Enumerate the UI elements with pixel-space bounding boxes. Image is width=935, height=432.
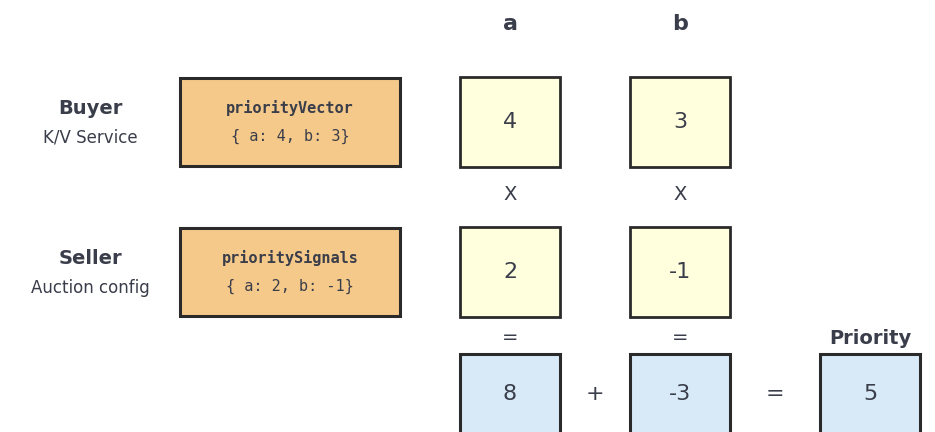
Text: K/V Service: K/V Service (43, 129, 137, 147)
Text: 4: 4 (503, 112, 517, 132)
Text: { a: 2, b: -1}: { a: 2, b: -1} (226, 278, 353, 294)
Text: =: = (502, 328, 518, 347)
Bar (180, 78, 400, 166)
Text: X: X (673, 185, 686, 204)
Text: Priority: Priority (828, 328, 911, 347)
Text: Seller: Seller (58, 248, 122, 267)
Text: =: = (671, 328, 688, 347)
Bar (460, 354, 560, 432)
Text: prioritySignals: prioritySignals (222, 250, 358, 266)
Text: X: X (503, 185, 517, 204)
Text: 2: 2 (503, 262, 517, 282)
Text: +: + (585, 384, 604, 404)
Text: -1: -1 (669, 262, 691, 282)
Bar (180, 228, 400, 316)
Text: Buyer: Buyer (58, 98, 122, 118)
Text: 3: 3 (673, 112, 687, 132)
Text: a: a (502, 14, 517, 34)
Bar (820, 354, 920, 432)
Text: priorityVector: priorityVector (226, 100, 353, 116)
Bar (630, 77, 730, 167)
Bar (460, 227, 560, 317)
Bar (460, 77, 560, 167)
Bar (630, 354, 730, 432)
Text: =: = (766, 384, 784, 404)
Text: -3: -3 (669, 384, 691, 404)
Text: 5: 5 (863, 384, 877, 404)
Text: b: b (672, 14, 688, 34)
Text: Auction config: Auction config (31, 279, 150, 297)
Bar (630, 227, 730, 317)
Text: { a: 4, b: 3}: { a: 4, b: 3} (231, 128, 350, 143)
Text: 8: 8 (503, 384, 517, 404)
